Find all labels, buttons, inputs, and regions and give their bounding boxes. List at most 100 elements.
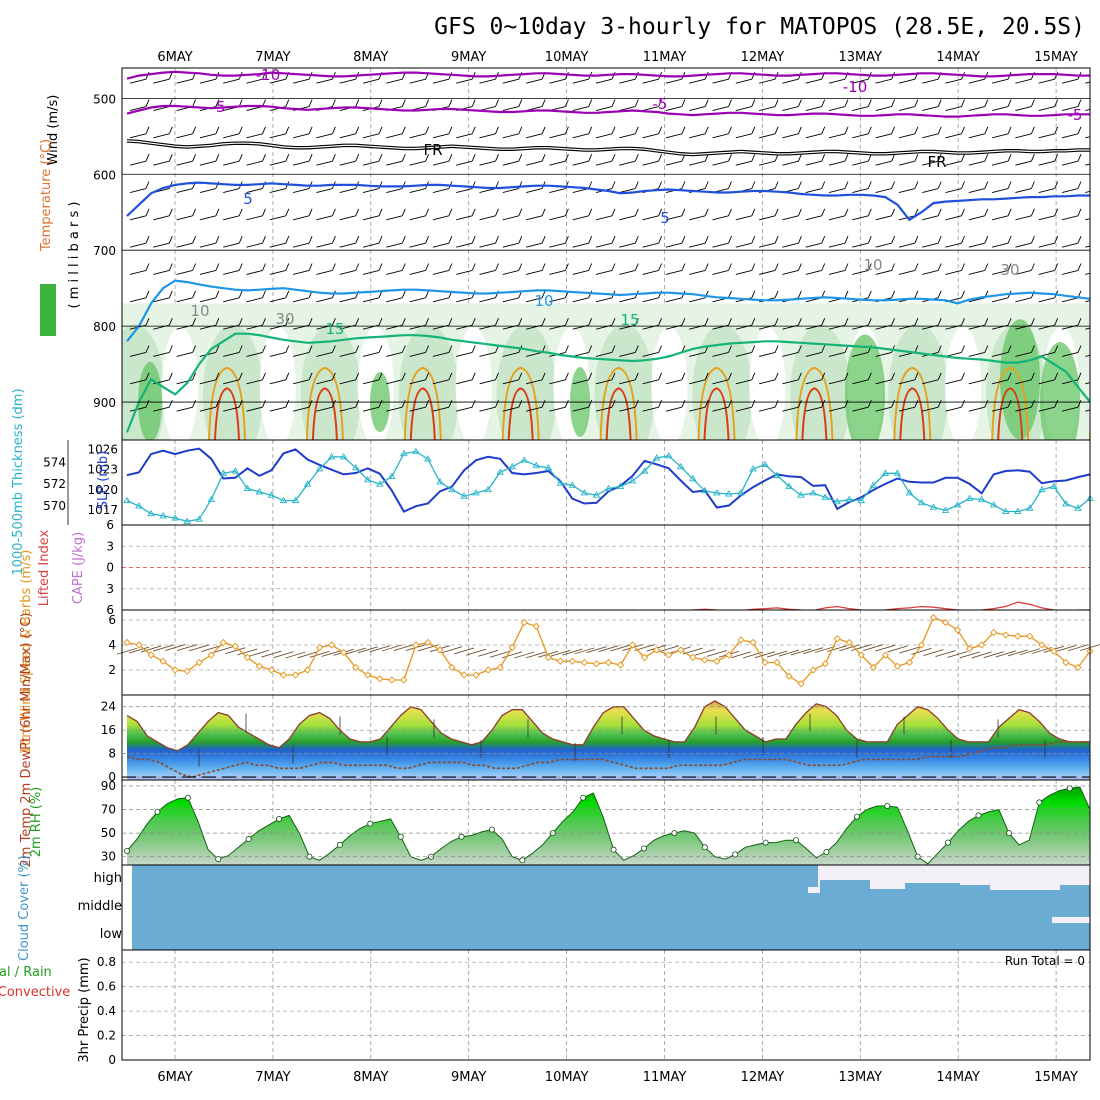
barb-shaft (572, 160, 589, 166)
barb-shaft (316, 270, 333, 275)
barb-flag (797, 399, 802, 408)
wind10-marker (195, 658, 203, 667)
rh-patch-high (845, 334, 885, 440)
barb-flag (658, 126, 663, 135)
thickness-marker (219, 469, 228, 476)
barb-shaft (968, 78, 985, 84)
barb-shaft (386, 297, 403, 303)
barb-shaft (758, 106, 776, 111)
barb-shaft (665, 242, 683, 248)
barb-shaft (246, 379, 263, 385)
date-label-bottom: 10MAY (545, 1070, 589, 1085)
barb-flag (1077, 372, 1082, 380)
wind-barb (432, 208, 453, 221)
barb-shaft (409, 133, 426, 139)
barb-flag (728, 345, 732, 353)
barb-flag (634, 317, 639, 326)
barb-shaft (968, 270, 985, 275)
wind10-marker (797, 680, 805, 688)
barb-flag (774, 263, 779, 271)
barb-flag (331, 263, 336, 271)
wind-barb (945, 263, 965, 275)
barb-flag (145, 153, 150, 162)
wind-barb (852, 263, 872, 275)
rh-marker (975, 812, 982, 819)
wind-barb (712, 181, 732, 193)
barb-flag (914, 181, 919, 189)
wind-barb (502, 399, 523, 412)
barb-shaft (199, 406, 217, 412)
barb-flag (168, 372, 173, 380)
thickness-marker (1062, 500, 1070, 507)
wind-barb-10m (574, 647, 595, 655)
wind-barb (735, 208, 756, 221)
wind-barb (1038, 235, 1059, 248)
wind-barb-10m (706, 650, 727, 657)
barb-flag (285, 208, 290, 217)
barb-flag (425, 263, 430, 271)
barb-flag (658, 317, 663, 326)
barb-shaft (665, 270, 683, 275)
wind-barb (409, 181, 430, 193)
wind-barb (1038, 399, 1059, 412)
barb-flag (518, 263, 523, 271)
barb-flag (611, 317, 616, 326)
thickness-marker (616, 482, 625, 489)
wind-barb (223, 235, 243, 248)
wind-barb (828, 126, 849, 139)
barb-shaft (945, 379, 962, 385)
contour-label: -5 (653, 95, 668, 113)
cloud-tick: middle (78, 899, 122, 914)
barb-shaft (875, 379, 892, 385)
wind-barb (432, 345, 453, 357)
thickness-marker (195, 515, 204, 522)
barb-flag (844, 208, 849, 217)
wind10-marker (496, 663, 504, 672)
date-label-bottom: 6MAY (157, 1070, 192, 1085)
barb-shaft (479, 270, 496, 275)
barb-flag (215, 208, 220, 217)
barb-shaft (199, 297, 217, 303)
barb-flag (378, 153, 383, 162)
barb-flag (378, 208, 383, 217)
wind-barb (386, 263, 406, 275)
axis-label: Lifted Index (37, 529, 52, 606)
wind-barb (339, 72, 360, 84)
barb-flag (984, 153, 989, 162)
rh-clear (749, 326, 786, 440)
barb-flag (961, 126, 965, 135)
thickness-marker (400, 449, 408, 457)
wind-barb-10m (911, 647, 932, 655)
barb-shaft (362, 270, 380, 275)
wind-barb (316, 399, 336, 412)
wind-barb (1085, 108, 1090, 111)
wind-barb (479, 99, 499, 111)
barb-shaft (1038, 133, 1055, 139)
barb-shaft (991, 242, 1009, 248)
wind-barb (292, 181, 313, 193)
barb-flag (681, 317, 686, 326)
barb-shaft (246, 133, 263, 139)
thickness-marker (484, 485, 492, 493)
wind-barb (269, 153, 290, 166)
barb-shaft (432, 406, 450, 412)
wind-barb (362, 263, 383, 275)
wind10-marker (460, 671, 468, 679)
wind-barb (689, 399, 709, 412)
wind-barb (782, 208, 802, 221)
barb-flag (541, 235, 546, 244)
barb-flag (168, 290, 173, 299)
wind-barb (805, 263, 826, 275)
slp-line (126, 447, 1091, 513)
temp-contour-25 (703, 387, 730, 440)
thickness-marker (351, 463, 360, 471)
barb-shaft (386, 133, 403, 139)
wind-barb (502, 99, 523, 111)
barb-flag (634, 235, 639, 244)
barb-flag (518, 235, 523, 244)
wind-barb (1061, 181, 1082, 193)
rh-marker (458, 833, 465, 840)
barb-shaft (176, 270, 193, 275)
barb-flag (564, 99, 569, 107)
barb-shaft (525, 379, 543, 385)
